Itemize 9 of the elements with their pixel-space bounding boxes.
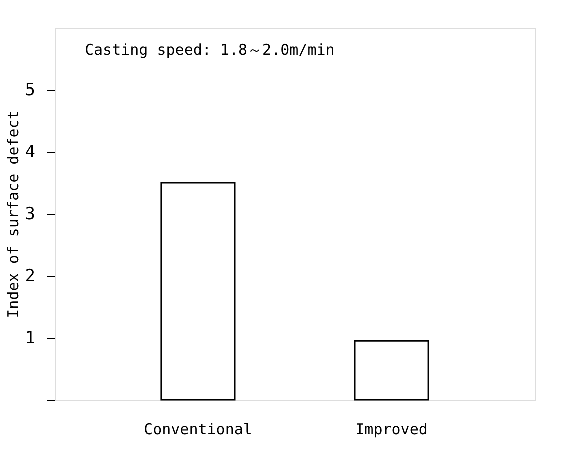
y-tick-label: 5	[25, 80, 36, 100]
y-tick-label: 3	[25, 204, 36, 224]
y-tick-label: 2	[25, 266, 36, 286]
x-tick-label: Improved	[356, 420, 428, 438]
y-tick-label: 4	[25, 142, 36, 162]
x-tick-label: Conventional	[144, 420, 252, 438]
y-tick-label: 1	[25, 328, 36, 348]
y-axis-title: Index of surface defect	[4, 110, 22, 318]
annotation: Casting speed: 1.8～2.0m/min	[85, 41, 335, 59]
